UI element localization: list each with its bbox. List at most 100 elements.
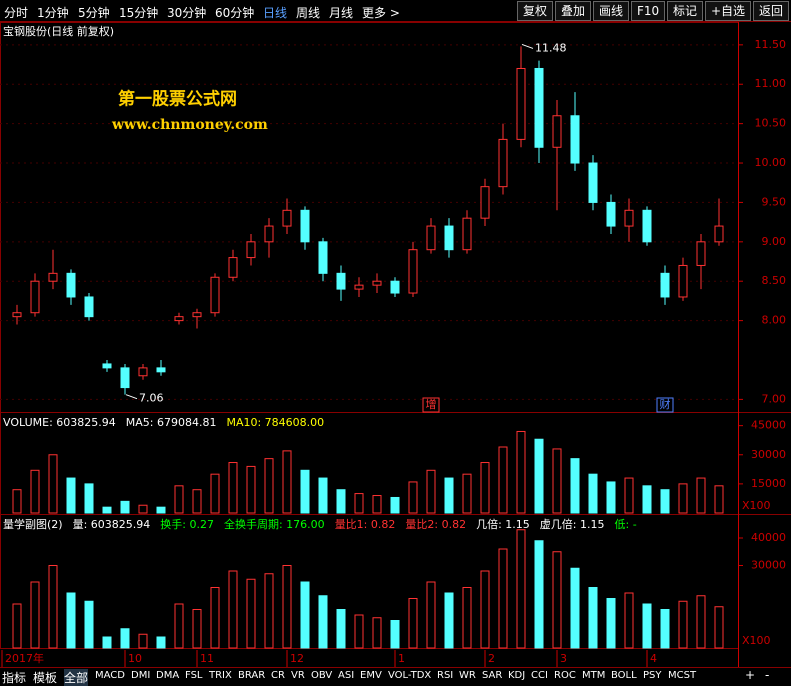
legend-item: 低: -: [615, 518, 637, 531]
candle-body: [174, 316, 184, 322]
y-tick-label: 11.50: [755, 38, 787, 51]
indicator-tab[interactable]: TRIX: [209, 670, 232, 681]
indicator-tab[interactable]: MTM: [582, 670, 606, 681]
period-tab[interactable]: 5分钟: [78, 6, 110, 20]
toolbar-button[interactable]: 叠加: [555, 1, 592, 21]
period-tab[interactable]: 60分钟: [215, 6, 255, 20]
volume-bar: [480, 462, 490, 514]
volume-bar: [156, 506, 166, 514]
indicator-tab[interactable]: 全部: [64, 669, 89, 686]
indicator-tab[interactable]: DMI: [131, 670, 151, 681]
volume-bar: [282, 565, 292, 649]
candle-body: [552, 115, 562, 148]
indicator-tab[interactable]: CCI: [531, 670, 548, 681]
legend-item: 全换手周期: 176.00: [224, 517, 325, 531]
volume-bar: [552, 448, 562, 514]
volume-bar: [192, 489, 202, 514]
indicator-tab[interactable]: WR: [459, 670, 476, 681]
indicator-tab[interactable]: ASI: [338, 670, 355, 681]
indicator-tab[interactable]: 指标: [2, 671, 27, 685]
candle-body: [516, 67, 526, 140]
volume-bar: [678, 483, 688, 514]
period-tab[interactable]: 分时: [4, 6, 29, 20]
indicator-tab[interactable]: SAR: [482, 670, 503, 681]
chart-title: 宝钢股份(日线 前复权): [3, 24, 114, 38]
marker: 财: [660, 397, 671, 411]
toolbar-button[interactable]: 画线: [593, 1, 630, 21]
volume-bar: [642, 485, 652, 514]
volume-bar: [120, 500, 130, 514]
volume-bar: [498, 446, 508, 514]
candle-body: [426, 225, 436, 251]
candle-body: [246, 241, 256, 259]
toolbar-button[interactable]: 返回: [753, 1, 790, 21]
indicator-tab[interactable]: RSI: [437, 670, 454, 681]
indicator-tab[interactable]: KDJ: [508, 670, 526, 681]
annotation: 7.06: [139, 392, 164, 405]
candle-body: [678, 264, 688, 298]
toolbar-button[interactable]: F10: [631, 1, 666, 21]
toolbar-button[interactable]: +自选: [705, 1, 752, 21]
y-tick-label: 10.50: [755, 117, 787, 130]
indicator-tab[interactable]: VOL-TDX: [388, 670, 432, 681]
volume-bar: [516, 529, 526, 649]
indicator-tab[interactable]: BOLL: [611, 670, 637, 681]
indicator-tab[interactable]: 模板: [33, 671, 58, 685]
candle-body: [660, 272, 670, 298]
y-tick-label: 8.50: [762, 274, 787, 287]
candle-body: [102, 363, 112, 369]
indicator-tab[interactable]: ROC: [554, 670, 576, 681]
volume-bar: [138, 504, 148, 514]
volume-bar: [138, 633, 148, 649]
indicator-tab[interactable]: BRAR: [238, 670, 266, 681]
volume-bar: [390, 620, 400, 649]
legend-item: 量比1: 0.82: [335, 518, 396, 531]
candle-body: [120, 367, 130, 389]
indicator-tab[interactable]: MCST: [668, 670, 697, 681]
indicator-tab[interactable]: VR: [291, 670, 305, 681]
indicator-tab[interactable]: OBV: [311, 670, 333, 681]
volume-bar: [570, 567, 580, 649]
x-tick-label: 4: [650, 652, 657, 665]
y-tick-label: 7.00: [762, 392, 787, 405]
volume-bar: [336, 609, 346, 649]
candle-body: [354, 284, 364, 290]
zoom-control[interactable]: +: [745, 668, 756, 682]
period-tab[interactable]: 月线: [329, 6, 354, 20]
volume-bar: [678, 600, 688, 649]
indicator-tab[interactable]: MACD: [95, 670, 125, 681]
indicator-tab[interactable]: EMV: [360, 670, 382, 681]
volume-bar: [102, 636, 112, 649]
indicator-tab[interactable]: DMA: [156, 670, 180, 681]
period-tab[interactable]: 更多 >: [362, 6, 400, 20]
volume-bar: [210, 473, 220, 514]
annotation: 11.48: [535, 41, 567, 54]
y-tick-label: 10.00: [755, 156, 787, 169]
candle-body: [228, 257, 238, 278]
x-tick-label: 10: [128, 652, 142, 665]
watermark: 第一股票公式网: [118, 89, 237, 110]
indicator-tab[interactable]: FSL: [185, 670, 203, 681]
volume-bar: [84, 600, 94, 649]
indicator-tab[interactable]: PSY: [643, 670, 662, 681]
period-tab[interactable]: 日线: [263, 6, 288, 20]
volume-bar: [588, 587, 598, 649]
volume-bar: [444, 477, 454, 514]
volume-bar: [444, 592, 454, 649]
volume-bar: [624, 477, 634, 514]
toolbar-button[interactable]: 复权: [517, 1, 554, 21]
period-tab[interactable]: 周线: [296, 6, 321, 20]
period-tab[interactable]: 15分钟: [119, 6, 159, 20]
annotation-line: [521, 43, 534, 49]
period-tab[interactable]: 1分钟: [37, 6, 69, 20]
y-tick-label: 30000: [751, 559, 786, 572]
volume-bar: [696, 477, 706, 514]
volume-bar: [516, 430, 526, 514]
toolbar-button[interactable]: 标记: [667, 1, 704, 21]
volume-bar: [30, 469, 40, 514]
indicator-tab[interactable]: CR: [271, 670, 285, 681]
period-tab[interactable]: 30分钟: [167, 6, 207, 20]
zoom-control[interactable]: -: [765, 668, 770, 682]
legend-item: 虚几倍: 1.15: [540, 517, 605, 531]
candle-body: [498, 138, 508, 188]
